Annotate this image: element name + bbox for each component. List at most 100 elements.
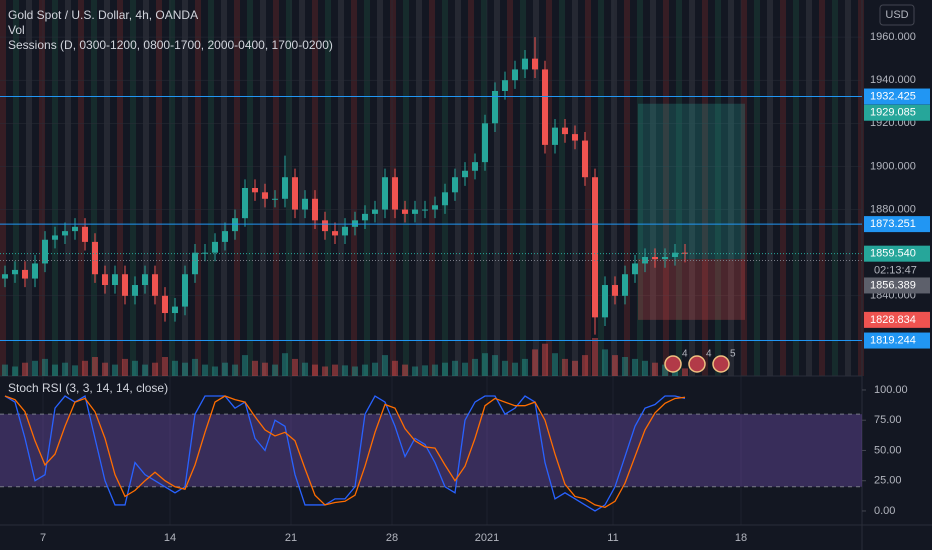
candle-body <box>312 198 318 221</box>
candle-body <box>272 198 278 200</box>
session-stripe <box>819 0 825 376</box>
candle-body <box>602 285 608 318</box>
volume-bar <box>162 357 168 376</box>
stoch-tick-label: 100.00 <box>874 384 908 396</box>
candle-body <box>72 226 78 232</box>
session-stripe <box>286 0 292 376</box>
session-stripe <box>312 0 318 376</box>
volume-bar <box>242 355 248 376</box>
price-label-box <box>864 216 930 233</box>
candle-body <box>182 274 188 307</box>
session-stripe <box>585 0 591 376</box>
chart-title: Gold Spot / U.S. Dollar, 4h, OANDA <box>8 8 198 22</box>
volume-bar <box>182 362 188 376</box>
price-label-box <box>864 332 930 349</box>
volume-bar <box>462 362 468 376</box>
session-stripe <box>377 0 383 376</box>
volume-bar <box>402 364 408 376</box>
candle-body <box>342 226 348 236</box>
volume-bar <box>102 362 108 376</box>
session-stripe <box>78 0 84 376</box>
candle-body <box>52 235 58 240</box>
volume-bar <box>152 362 158 376</box>
session-stripe <box>416 0 422 376</box>
candle-body <box>662 256 668 260</box>
session-stripe <box>117 0 123 376</box>
session-stripe <box>221 0 227 376</box>
candle-body <box>402 209 408 214</box>
session-stripe <box>13 0 19 376</box>
candle-body <box>532 58 538 70</box>
session-stripe <box>260 0 266 376</box>
volume-bar <box>532 349 538 376</box>
candle-body <box>492 90 498 124</box>
session-stripe <box>611 0 617 376</box>
volume-bar <box>142 364 148 376</box>
candle-body <box>422 209 428 211</box>
volume-bar <box>372 362 378 376</box>
candle-body <box>292 177 298 210</box>
y-tick-label: 1880.000 <box>870 203 916 215</box>
session-stripe <box>169 0 175 376</box>
session-stripe <box>299 0 305 376</box>
volume-bar <box>632 358 638 376</box>
stop-zone <box>638 259 745 320</box>
currency[interactable]: USD <box>885 9 908 21</box>
volume-bar <box>2 364 8 376</box>
session-stripe <box>676 0 682 376</box>
candle-body <box>442 192 448 206</box>
volume-bar <box>572 360 578 376</box>
sessions <box>0 0 864 376</box>
session-stripe <box>624 0 630 376</box>
candle-body <box>522 58 528 70</box>
price-label: 1859.540 <box>870 248 916 260</box>
volume-bar <box>122 358 128 376</box>
candle-body <box>332 231 338 236</box>
volume-bar <box>382 355 388 376</box>
session-stripe <box>351 0 357 376</box>
price-label-box <box>864 277 930 294</box>
event-count: 4 <box>682 349 688 360</box>
session-stripe <box>130 0 136 376</box>
session-stripe <box>832 0 838 376</box>
volume-bar <box>342 365 348 376</box>
session-stripe <box>637 0 643 376</box>
candle-body <box>562 127 568 135</box>
session-stripe <box>533 0 539 376</box>
candle-body <box>482 123 488 163</box>
candle-body <box>592 177 598 318</box>
volume-bar <box>562 358 568 376</box>
volume-bar <box>592 338 598 376</box>
session-stripe <box>767 0 773 376</box>
volume-bar <box>352 366 358 376</box>
event-icon <box>712 355 730 373</box>
candle-body <box>112 274 118 286</box>
candle-body <box>222 231 228 242</box>
session-stripe <box>0 0 6 376</box>
candle-body <box>82 226 88 242</box>
session-stripe <box>715 0 721 376</box>
volume-bar <box>622 357 628 376</box>
candle-body <box>412 209 418 214</box>
event-icon <box>688 355 706 373</box>
session-stripe <box>156 0 162 376</box>
price-label-box <box>864 245 930 262</box>
volume-bar <box>432 364 438 376</box>
y-tick-label: 1940.000 <box>870 74 916 86</box>
event-icon <box>664 355 682 373</box>
candle-body <box>162 295 168 314</box>
stoch-tick-label: 0.00 <box>874 505 895 517</box>
stoch-band <box>0 414 862 487</box>
candle-body <box>472 162 478 171</box>
candle-body <box>652 256 658 260</box>
session-stripe <box>182 0 188 376</box>
volume-bar <box>412 366 418 376</box>
price-label: 1819.244 <box>870 334 916 346</box>
candle-body <box>12 269 18 275</box>
session-stripe <box>650 0 656 376</box>
currency-button[interactable] <box>879 4 915 26</box>
volume-bar <box>202 364 208 376</box>
candle-body <box>282 177 288 199</box>
stoch-tick-label: 25.00 <box>874 475 902 487</box>
candle-body <box>542 69 548 145</box>
